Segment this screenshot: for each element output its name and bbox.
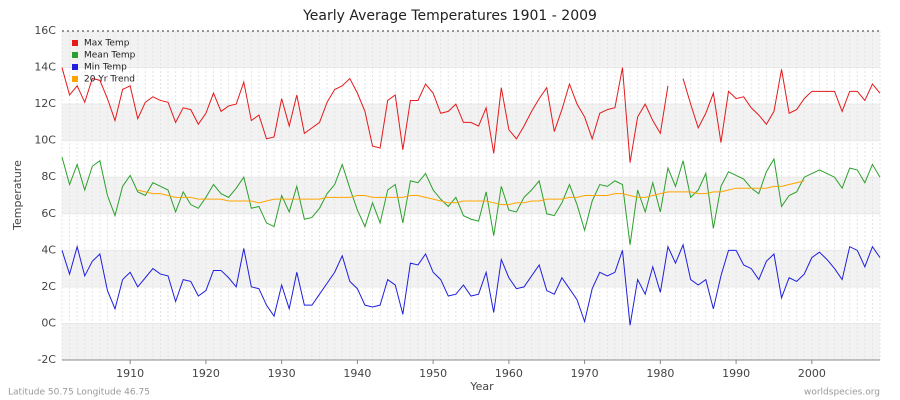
y-tick-label: 12C [34, 97, 56, 110]
plot-area [61, 30, 881, 361]
legend-label: 20 Yr Trend [84, 75, 135, 85]
y-tick-label: 4C [41, 243, 56, 256]
y-tick-label: -2C [37, 353, 56, 366]
legend-label: Max Temp [84, 39, 130, 49]
footer-right: worldspecies.org [804, 388, 880, 398]
y-axis-label: Temperature [11, 160, 24, 231]
series-line [137, 180, 805, 206]
x-tick-label: 1910 [116, 367, 144, 380]
series-line [61, 67, 881, 163]
legend-swatch [72, 40, 78, 46]
legend-label: Min Temp [84, 63, 127, 73]
x-tick-label: 1990 [722, 367, 750, 380]
grid-band [62, 31, 880, 68]
series-line [61, 243, 881, 326]
y-tick-label: 6C [41, 207, 56, 220]
legend-swatch [72, 76, 78, 82]
y-tick-label: 10C [34, 134, 56, 147]
footer-left: Latitude 50.75 Longitude 46.75 [8, 388, 150, 398]
x-tick-label: 1930 [268, 367, 296, 380]
x-tick-label: 1950 [419, 367, 447, 380]
y-tick-label: 0C [41, 316, 56, 329]
legend-swatch [72, 64, 78, 70]
y-tick-label: 8C [41, 170, 56, 183]
y-tick-label: 14C [34, 61, 56, 74]
x-tick-label: 1940 [343, 367, 371, 380]
grid-band [62, 323, 880, 360]
series-line [61, 156, 881, 245]
legend-swatch [72, 52, 78, 58]
x-tick-label: 1970 [571, 367, 599, 380]
x-axis-label: Year [469, 380, 494, 393]
chart-title: Yearly Average Temperatures 1901 - 2009 [302, 8, 597, 24]
y-tick-label: 16C [34, 24, 56, 37]
y-tick-label: 2C [41, 280, 56, 293]
x-tick-label: 1960 [495, 367, 523, 380]
legend-label: Mean Temp [84, 51, 136, 61]
x-tick-label: 1920 [192, 367, 220, 380]
x-tick-label: 2000 [798, 367, 826, 380]
x-tick-label: 1980 [646, 367, 674, 380]
